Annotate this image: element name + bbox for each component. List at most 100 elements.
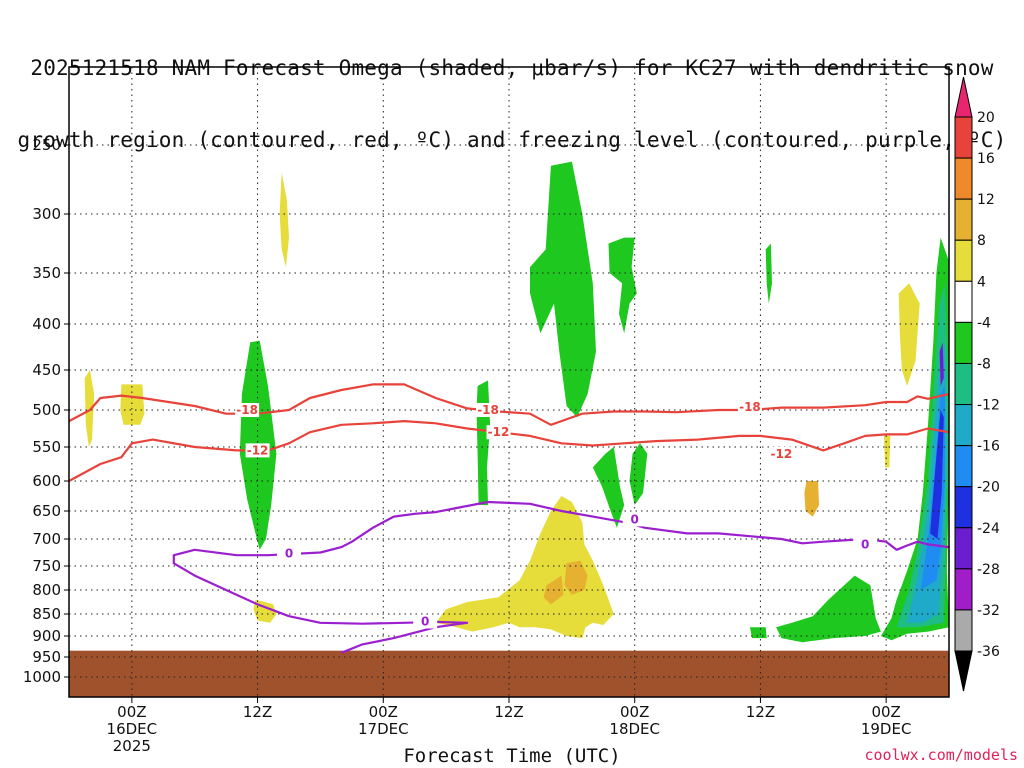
x-tick-label: 12Z (746, 703, 775, 721)
omega-blob-yellow-3 (279, 172, 289, 268)
colorbar-swatch (954, 321, 973, 364)
contour-label: -12 (771, 447, 793, 461)
omega-blob-green-5 (592, 447, 625, 528)
y-tick-label: 550 (32, 438, 61, 456)
contour-label-bg (737, 399, 762, 414)
y-tick-label: 450 (32, 361, 61, 379)
y-tick-label: 750 (32, 557, 61, 575)
y-tick-label: 1000 (23, 668, 61, 686)
contour-label-bg (277, 546, 301, 561)
omega-blob-green-8 (776, 575, 881, 643)
colorbar-swatch (954, 527, 973, 570)
chart-title-line-2: growth region (contoured, red, ºC) and f… (17, 128, 1007, 152)
omega-blob-yellow-1 (84, 370, 95, 447)
contour-label: 0 (631, 512, 639, 526)
chart-title: 2025121518 NAM Forecast Omega (shaded, μ… (0, 8, 1024, 176)
colorbar-swatch (954, 239, 973, 282)
x-tick-label: 00Z (369, 703, 398, 721)
colorbar-label: -12 (977, 398, 1000, 414)
colorbar-label: 16 (977, 151, 995, 167)
contour-line-2 (172, 500, 949, 654)
contour-lines: -18 -18 -18 -12 -12 -12 0 0 0 0 (69, 383, 949, 654)
contour-label-bg (476, 403, 501, 417)
x-tick-label: 00Z (871, 703, 900, 721)
colorbar-swatch (954, 157, 973, 200)
colorbar-label: 12 (977, 192, 995, 208)
colorbar-label: -36 (977, 644, 1000, 660)
y-axis: 250 300 350 400 450 500 550 600 650 700 750 800 850 9… (23, 136, 69, 686)
colorbar: 20 16 12 8 4 -4 -8 -12 -16 -20 -24 -28 -32 -36 (954, 76, 1000, 692)
y-tick-label: 250 (32, 136, 61, 154)
contour-line-1 (69, 420, 949, 482)
omega-blob-green-3 (608, 237, 637, 334)
y-tick-label: 650 (32, 502, 61, 520)
contour-label: 0 (861, 537, 869, 551)
x-tick-label: 00Z (117, 703, 146, 721)
colorbar-swatch (954, 445, 973, 488)
x-tick-label: 12Z (243, 703, 272, 721)
colorbar-label: 8 (977, 233, 986, 249)
colorbar-swatch (954, 568, 973, 611)
colorbar-swatch (954, 116, 973, 159)
y-tick-label: 700 (32, 530, 61, 548)
colorbar-bottom-arrow (954, 650, 973, 692)
contour-label: -18 (739, 400, 761, 414)
x-axis-label: Forecast Time (UTC) (403, 745, 621, 767)
contour-label-bg (769, 446, 794, 461)
x-tick-date: 17DEC (358, 720, 409, 738)
colorbar-label: -4 (977, 315, 991, 331)
omega-blob-yellow-7 (884, 435, 891, 468)
omega-blob-purple-1 (939, 342, 944, 386)
colorbar-label: 20 (977, 110, 995, 126)
colorbar-label: -32 (977, 603, 1000, 619)
x-tick-year: 2025 (113, 737, 151, 755)
colorbar-label: -24 (977, 521, 1000, 537)
colorbar-swatch (954, 362, 973, 406)
y-tick-label: 950 (32, 648, 61, 666)
colorbar-swatch (954, 280, 973, 323)
y-tick-label: 900 (32, 627, 61, 645)
y-tick-label: 300 (32, 205, 61, 223)
y-tick-label: 800 (32, 581, 61, 599)
contour-label: 0 (285, 547, 293, 561)
plot-area (69, 161, 949, 697)
y-tick-label: 400 (32, 315, 61, 333)
omega-blob-darkblue-1 (930, 410, 944, 539)
omega-blob-yellow-6 (898, 283, 920, 386)
omega-blob-gold-3 (804, 481, 820, 517)
contour-label: -18 (477, 403, 499, 417)
y-tick-label: 350 (32, 264, 61, 282)
colorbar-swatch (954, 609, 973, 652)
contour-label: -12 (247, 443, 269, 457)
x-tick-date: 16DEC (107, 720, 158, 738)
colorbar-label: -20 (977, 480, 1000, 496)
y-tick-label: 850 (32, 605, 61, 623)
x-tick-date: 19DEC (861, 720, 912, 738)
contour-label-bg (235, 403, 260, 417)
colorbar-label: -28 (977, 562, 1000, 578)
chart-title-line-1: 2025121518 NAM Forecast Omega (shaded, μ… (30, 56, 994, 80)
contour-label-bg (486, 425, 511, 440)
grid-lines (69, 67, 949, 697)
omega-blob-gold-1 (564, 560, 588, 595)
y-tick-label: 600 (32, 472, 61, 490)
contour-label: -12 (488, 425, 510, 439)
colorbar-swatch (954, 486, 973, 529)
omega-blob-green-4 (476, 380, 491, 505)
colorbar-label: -8 (977, 356, 991, 372)
omega-blob-yellow-2 (120, 384, 145, 425)
omega-blob-green-9 (750, 627, 767, 639)
omega-blob-green-7 (765, 243, 772, 304)
omega-blob-green-2 (530, 161, 596, 418)
omega-blob-yellow-5 (435, 496, 614, 639)
contour-label: -18 (236, 403, 258, 417)
colorbar-label: -16 (977, 439, 1000, 455)
contour-label-bg (622, 512, 647, 527)
contour-label-bg (245, 443, 270, 458)
ground-surface (69, 650, 949, 697)
contour-label: 0 (421, 614, 429, 628)
colorbar-swatch (954, 198, 973, 241)
colorbar-swatch (954, 404, 973, 447)
